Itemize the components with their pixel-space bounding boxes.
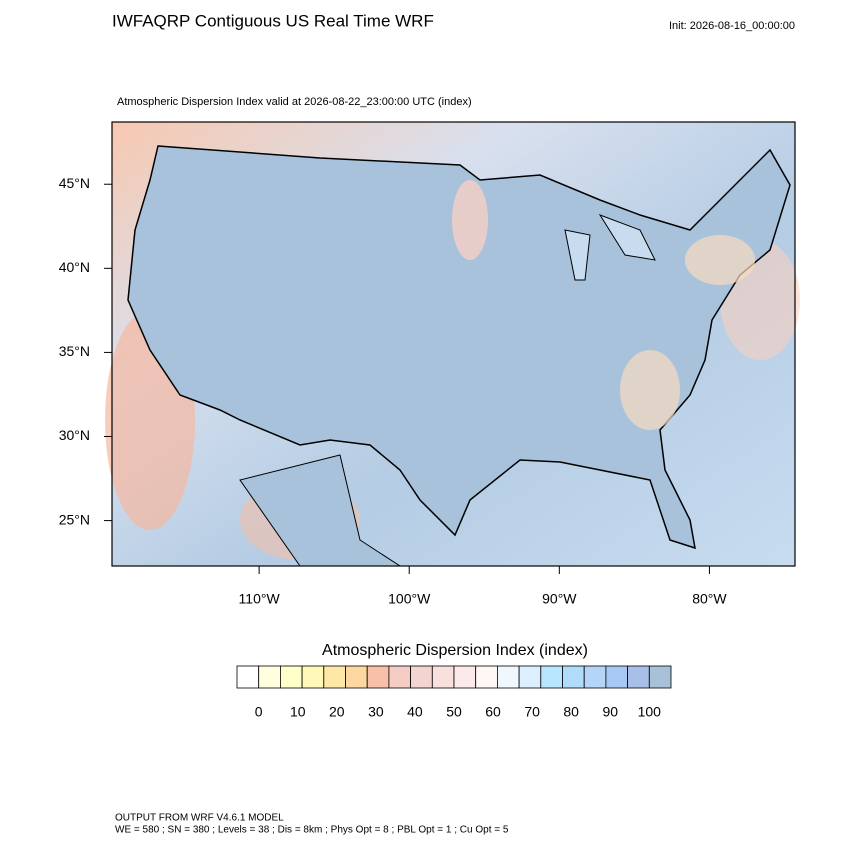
colorbar-box xyxy=(236,665,260,689)
colorbar-label: 40 xyxy=(407,704,423,720)
init-time: Init: 2026-08-16_00:00:00 xyxy=(669,20,795,32)
x-tick-label: 80°W xyxy=(692,591,727,607)
colorbar-box xyxy=(518,665,542,689)
colorbar-box xyxy=(345,665,368,689)
title: IWFAQRP Contiguous US Real Time WRF xyxy=(112,11,434,30)
colorbar: 0 10 20 30 40 50 60 70 80 90 100 xyxy=(236,665,672,720)
colorbar-label: 20 xyxy=(329,704,345,720)
footer-line: WE = 580 ; SN = 380 ; Levels = 38 ; Dis … xyxy=(115,825,509,836)
colorbar-box xyxy=(301,665,325,689)
colorbar-label: 90 xyxy=(602,704,618,720)
colorbar-label: 70 xyxy=(524,704,540,720)
map-shading xyxy=(620,350,680,430)
colorbar-box xyxy=(388,665,411,689)
colorbar-label: 0 xyxy=(255,704,263,720)
map-frame xyxy=(111,121,796,567)
colorbar-label: 100 xyxy=(638,704,662,720)
colorbar-box xyxy=(627,665,650,689)
y-tick-label: 25°N xyxy=(59,511,90,527)
colorbar-box xyxy=(540,665,563,689)
colorbar-box xyxy=(323,665,346,689)
map-shading xyxy=(685,235,755,285)
colorbar-label: 10 xyxy=(290,704,306,720)
y-tick-label: 45°N xyxy=(59,175,90,191)
map-axes: 110°W 100°W 90°W 80°W 25°N 30°N 35°N 40°N 45°N xyxy=(59,175,728,607)
colorbar-box xyxy=(648,665,672,689)
x-tick-label: 90°W xyxy=(542,591,577,607)
colorbar-label: 50 xyxy=(446,704,462,720)
colorbar-box xyxy=(279,665,303,689)
map-shading xyxy=(452,180,488,260)
colorbar-box xyxy=(496,665,520,689)
colorbar-box xyxy=(410,665,433,689)
y-tick-label: 30°N xyxy=(59,427,90,443)
colorbar-box xyxy=(583,665,607,689)
footer-line: OUTPUT FROM WRF V4.6.1 MODEL xyxy=(115,813,284,824)
colorbar-box xyxy=(475,665,498,689)
x-tick-label: 100°W xyxy=(388,591,431,607)
colorbar-box xyxy=(562,665,585,689)
colorbar-box xyxy=(366,665,390,689)
colorbar-box xyxy=(453,665,477,689)
y-tick-label: 35°N xyxy=(59,343,90,359)
colorbar-title: Atmospheric Dispersion Index (index) xyxy=(322,642,588,659)
map xyxy=(105,121,800,567)
great-lakes xyxy=(564,214,656,281)
colorbar-label: 30 xyxy=(368,704,384,720)
colorbar-label: 80 xyxy=(563,704,579,720)
colorbar-box xyxy=(258,665,281,689)
x-tick-label: 110°W xyxy=(239,591,281,607)
colorbar-label: 60 xyxy=(485,704,501,720)
colorbar-box xyxy=(605,665,629,689)
y-tick-label: 40°N xyxy=(59,259,90,275)
subtitle: Atmospheric Dispersion Index valid at 20… xyxy=(117,96,472,108)
colorbar-box xyxy=(431,665,455,689)
